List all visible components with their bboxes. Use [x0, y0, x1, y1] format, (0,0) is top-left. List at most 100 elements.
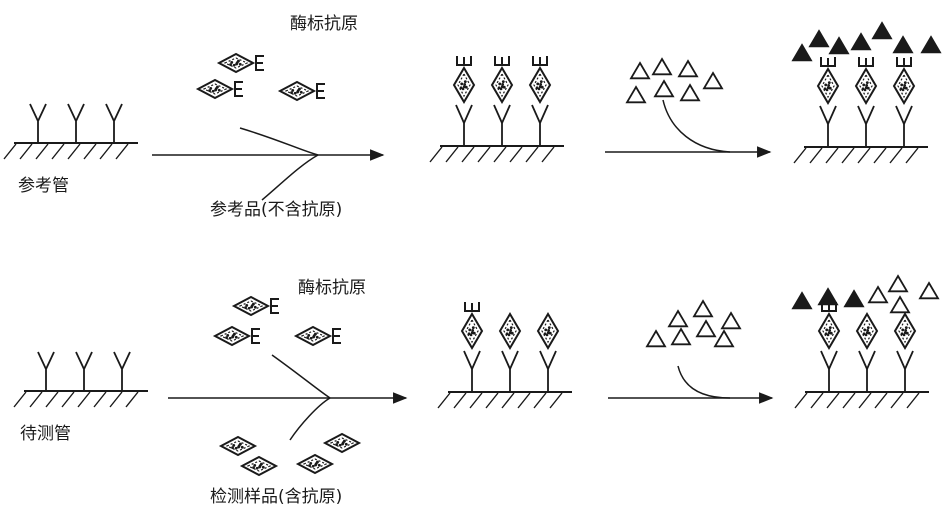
- capture-antibody-icon: [455, 104, 473, 145]
- bound-complex: [817, 302, 841, 391]
- substrate-triangle-icon: [670, 327, 692, 346]
- enzyme-antigen-bound-icon: [816, 57, 840, 105]
- enzyme-antigen-bound-icon: [528, 56, 552, 104]
- substrate-triangle-icon: [918, 281, 940, 300]
- product-triangle-icon: [791, 291, 813, 310]
- product-triangle-icon: [892, 35, 914, 54]
- substrate-triangle-icon: [887, 274, 909, 293]
- enzyme-antigen-bound-icon: [892, 57, 916, 105]
- bound-complex: [536, 312, 560, 391]
- product-triangle-icon: [828, 36, 850, 55]
- capture-antibody-icon: [539, 350, 557, 391]
- enzyme-antigen-bound-icon: [490, 56, 514, 104]
- substrate-triangle-icon: [629, 61, 651, 80]
- sample-antigen-bound-icon: [498, 312, 522, 350]
- top-substrate-curve: [662, 99, 731, 153]
- test-solid-phase-after: [437, 391, 572, 409]
- sample-antigen-icon: [218, 435, 258, 457]
- reference-antibody-icon: [29, 103, 47, 142]
- enzyme-antigen-icon: [293, 325, 341, 347]
- test-tube-surface: [13, 390, 148, 408]
- capture-antibody-icon: [857, 105, 875, 146]
- enzyme-antigen-bound-icon: [452, 56, 476, 104]
- test-tube-label: 待测管: [20, 424, 71, 444]
- top-merge-curve-lower: [261, 154, 319, 201]
- bound-complex: [452, 56, 476, 145]
- enzyme-antigen-label-bottom: 酶标抗原: [298, 278, 366, 298]
- capture-antibody-icon: [858, 350, 876, 391]
- enzyme-antigen-icon: [195, 78, 243, 100]
- sample-antigen-icon: [322, 432, 362, 454]
- enzyme-antigen-icon: [231, 295, 279, 317]
- capture-antibody-icon: [501, 350, 519, 391]
- product-triangle-icon: [817, 287, 839, 306]
- substrate-triangle-icon: [720, 311, 742, 330]
- product-triangle-icon: [920, 35, 942, 54]
- product-triangle-icon: [850, 32, 872, 51]
- test-result-surface: [794, 391, 929, 409]
- bottom-merge-curve-upper: [271, 354, 331, 399]
- sample-antigen-icon: [239, 455, 279, 477]
- capture-antibody-icon: [819, 105, 837, 146]
- test-antibody-icon: [75, 351, 93, 390]
- bound-complex: [893, 312, 917, 391]
- substrate-triangle-icon: [667, 309, 689, 328]
- bound-complex: [892, 57, 916, 146]
- capture-antibody-icon: [820, 350, 838, 391]
- substrate-triangle-icon: [692, 299, 714, 318]
- reference-tube-surface: [3, 142, 138, 160]
- enzyme-antigen-bound-icon: [817, 302, 841, 350]
- sample-antigen-icon: [295, 453, 335, 475]
- capture-antibody-icon: [895, 105, 913, 146]
- substrate-triangle-icon: [702, 71, 724, 90]
- bound-complex: [490, 56, 514, 145]
- substrate-triangle-icon: [651, 57, 673, 76]
- bound-complex: [528, 56, 552, 145]
- sample-antigen-bound-icon: [536, 312, 560, 350]
- product-triangle-icon: [871, 21, 893, 40]
- enzyme-antigen-icon: [212, 325, 260, 347]
- substrate-triangle-icon: [713, 329, 735, 348]
- enzyme-antigen-label-top: 酶标抗原: [290, 14, 358, 34]
- enzyme-antigen-bound-icon: [854, 57, 878, 105]
- bound-complex: [816, 57, 840, 146]
- sample-antigen-bound-icon: [893, 312, 917, 350]
- substrate-triangle-icon: [867, 285, 889, 304]
- bound-complex: [498, 312, 522, 391]
- enzyme-antigen-bound-icon: [460, 302, 484, 350]
- enzyme-antigen-icon: [216, 52, 264, 74]
- top-merge-curve-upper: [239, 127, 319, 156]
- bound-complex: [460, 302, 484, 391]
- enzyme-antigen-icon: [277, 80, 325, 102]
- product-triangle-icon: [791, 43, 813, 62]
- product-triangle-icon: [843, 289, 865, 308]
- substrate-triangle-icon: [695, 319, 717, 338]
- test-sample-label: 检测样品(含抗原): [210, 487, 343, 507]
- bottom-substrate-curve: [677, 365, 731, 399]
- product-triangle-icon: [808, 29, 830, 48]
- substrate-triangle-icon: [653, 79, 675, 98]
- substrate-triangle-icon: [679, 83, 701, 102]
- substrate-triangle-icon: [625, 85, 647, 104]
- bound-complex: [855, 312, 879, 391]
- capture-antibody-icon: [463, 350, 481, 391]
- reference-antibody-icon: [105, 103, 123, 142]
- reference-solid-phase-after: [429, 145, 564, 163]
- test-antibody-icon: [37, 351, 55, 390]
- capture-antibody-icon: [531, 104, 549, 145]
- substrate-triangle-icon: [889, 295, 911, 314]
- test-antibody-icon: [113, 351, 131, 390]
- bottom-merge-curve-lower: [289, 397, 331, 441]
- reference-result-surface: [793, 146, 928, 164]
- sample-antigen-bound-icon: [855, 312, 879, 350]
- reference-tube-label: 参考管: [18, 176, 69, 196]
- reference-sample-label: 参考品(不含抗原): [210, 200, 343, 220]
- bound-complex: [854, 57, 878, 146]
- capture-antibody-icon: [493, 104, 511, 145]
- substrate-triangle-icon: [645, 329, 667, 348]
- capture-antibody-icon: [896, 350, 914, 391]
- substrate-triangle-icon: [677, 59, 699, 78]
- reference-antibody-icon: [67, 103, 85, 142]
